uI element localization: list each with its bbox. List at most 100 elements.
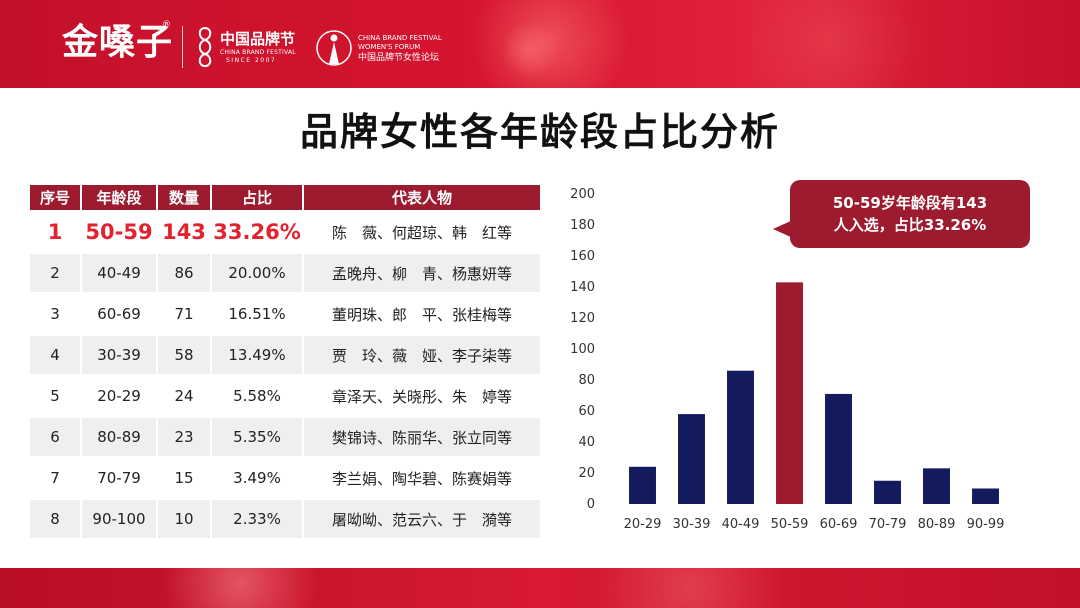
footer-banner [0,568,1080,608]
cell-people: 屠呦呦、范云六、于 漪等 [304,500,540,538]
cell-people: 董明珠、郎 平、张桂梅等 [304,295,540,333]
header-pct: 占比 [212,185,304,210]
cell-people: 樊锦诗、陈丽华、张立同等 [304,418,540,456]
cell-no: 4 [30,336,82,374]
cell-pct: 5.35% [212,418,304,456]
festival-since: SINCE 2007 [226,57,277,64]
forum-name-cn: 中国品牌节女性论坛 [358,53,440,63]
cell-count: 71 [158,295,212,333]
cell-count: 58 [158,336,212,374]
cell-count: 10 [158,500,212,538]
cell-no: 6 [30,418,82,456]
callout-pointer [773,220,793,238]
header-no: 序号 [30,185,82,210]
bar-60-69 [825,393,852,504]
callout-line-1: 50-59岁年龄段有143 [832,194,988,212]
cell-people: 孟晚舟、柳 青、杨惠妍等 [304,254,540,292]
table-row: 3 60-69 71 16.51% 董明珠、郎 平、张桂梅等 [30,295,540,333]
header-age: 年龄段 [82,185,158,210]
table-row: 5 20-29 24 5.58% 章泽天、关晓彤、朱 婷等 [30,377,540,415]
cell-people: 章泽天、关晓彤、朱 婷等 [304,377,540,415]
header-count: 数量 [158,185,212,210]
y-tick-label: 60 [578,404,595,419]
table-row: 8 90-100 10 2.33% 屠呦呦、范云六、于 漪等 [30,500,540,538]
brand-logo: 金嗓子 [62,21,174,63]
cell-people: 陈 薇、何超琼、韩 红等 [304,213,540,251]
forum-name-en-2: WOMEN'S FORUM [358,43,421,51]
bar-90-99 [972,488,999,504]
bar-40-49 [727,370,754,504]
cell-no: 5 [30,377,82,415]
bar-50-59 [776,282,803,504]
y-tick-label: 20 [578,466,595,481]
y-tick-label: 160 [570,249,595,264]
x-tick-label: 60-69 [820,517,858,532]
cell-pct: 2.33% [212,500,304,538]
table-row: 4 30-39 58 13.49% 贾 玲、薇 娅、李子柒等 [30,336,540,374]
cell-pct: 16.51% [212,295,304,333]
age-distribution-bar-chart: 0 20 40 60 80 100 120 140 160 180 200 20-29 30-39 40-… [570,187,1005,532]
bar-70-79 [874,480,901,504]
table-row: 2 40-49 86 20.00% 孟晚舟、柳 青、杨惠妍等 [30,254,540,292]
cell-pct: 5.58% [212,377,304,415]
cell-no: 3 [30,295,82,333]
x-tick-label: 50-59 [771,517,809,532]
cell-people: 李兰娟、陶华碧、陈赛娟等 [304,459,540,497]
womens-forum-emblem-icon [316,30,352,66]
bar-20-29 [629,466,656,504]
cell-age: 90-100 [82,500,158,538]
festival-ribbon-icon [198,26,212,68]
y-tick-label: 80 [578,373,595,388]
cell-age: 20-29 [82,377,158,415]
cell-age: 40-49 [82,254,158,292]
cell-no: 2 [30,254,82,292]
y-tick-label: 120 [570,311,595,326]
festival-name-cn: 中国品牌节 [220,30,296,48]
bar-30-39 [678,414,705,504]
cell-pct: 13.49% [212,336,304,374]
cell-age: 80-89 [82,418,158,456]
cell-no: 1 [30,213,82,251]
x-tick-label: 40-49 [722,517,760,532]
x-tick-label: 80-89 [918,517,956,532]
x-tick-label: 90-99 [967,517,1005,532]
cell-pct: 33.26% [212,213,304,251]
x-tick-label: 30-39 [673,517,711,532]
cell-count: 24 [158,377,212,415]
cell-age: 50-59 [82,213,158,251]
cell-count: 15 [158,459,212,497]
y-tick-label: 0 [587,497,595,512]
y-tick-label: 140 [570,280,595,295]
callout-line-2: 人入选，占比33.26% [833,216,987,234]
cell-count: 143 [158,213,212,251]
cell-no: 7 [30,459,82,497]
registered-mark: ® [162,20,171,30]
forum-name-en-1: CHINA BRAND FESTIVAL [358,34,442,42]
table-header-row: 序号 年龄段 数量 占比 代表人物 [30,185,540,210]
x-tick-label: 20-29 [624,517,662,532]
y-tick-label: 100 [570,342,595,357]
highlight-callout: 50-59岁年龄段有143 人入选，占比33.26% [790,180,1030,248]
y-tick-label: 200 [570,187,595,202]
cell-pct: 20.00% [212,254,304,292]
header-people: 代表人物 [304,185,540,210]
cell-count: 23 [158,418,212,456]
header-banner: 金嗓子 ® 中国品牌节 CHINA BRAND FESTIVAL SINCE 2… [0,0,1080,88]
cell-pct: 3.49% [212,459,304,497]
y-tick-label: 40 [578,435,595,450]
festival-name-en: CHINA BRAND FESTIVAL [220,49,296,56]
cell-people: 贾 玲、薇 娅、李子柒等 [304,336,540,374]
table-row: 6 80-89 23 5.35% 樊锦诗、陈丽华、张立同等 [30,418,540,456]
cell-count: 86 [158,254,212,292]
cell-age: 70-79 [82,459,158,497]
header-divider [182,26,183,68]
x-tick-label: 70-79 [869,517,907,532]
y-tick-label: 180 [570,218,595,233]
page-title: 品牌女性各年龄段占比分析 [299,110,780,154]
bar-80-89 [923,468,950,504]
cell-age: 30-39 [82,336,158,374]
cell-no: 8 [30,500,82,538]
age-ranking-table: 序号 年龄段 数量 占比 代表人物 1 50-59 143 33.26% 陈 薇… [30,182,540,541]
table-row: 1 50-59 143 33.26% 陈 薇、何超琼、韩 红等 [30,213,540,251]
